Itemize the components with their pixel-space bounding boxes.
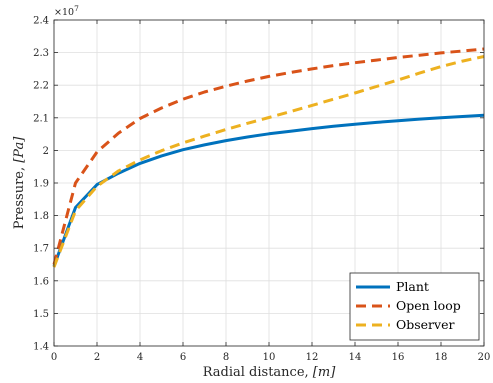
y-tick-label: 2.1 [33,113,49,124]
x-tick-label: 4 [137,352,143,363]
y-tick-label: 2.2 [33,81,49,92]
x-tick-label: 10 [263,352,276,363]
y-tick-label: 1.7 [33,244,49,255]
y-tick-label: 1.9 [33,179,49,190]
y-tick-label: 2.4 [33,16,49,27]
x-tick-label: 18 [435,352,448,363]
x-tick-label: 2 [94,352,100,363]
y-tick-label: 2.3 [33,48,49,59]
legend-label-plant: Plant [396,279,429,294]
y-tick-label: 1.4 [33,342,49,353]
series-line-plant [52,113,485,267]
series-line-open-loop [52,47,485,265]
y-tick-label: 2 [43,146,49,157]
y-axis-title: Pressure, [Pa] [12,136,27,230]
x-tick-label: 20 [478,352,491,363]
legend-label-open-loop: Open loop [396,298,461,313]
x-tick-label: 0 [51,352,57,363]
legend-box [349,272,480,341]
legend-label-observer: Observer [396,317,454,332]
series-line-observer [52,55,485,268]
y-tick-label: 1.6 [33,276,49,287]
x-tick-label: 12 [306,352,319,363]
y-exponent: ×107 [54,4,79,18]
x-tick-label: 14 [349,352,362,363]
y-tick-label: 1.8 [33,211,49,222]
x-tick-label: 6 [180,352,186,363]
x-axis-title: Radial distance, [m] [203,365,336,380]
x-tick-label: 8 [223,352,229,363]
y-tick-label: 1.5 [33,309,49,320]
x-tick-labels: 0 2 4 6 8 10 12 14 16 18 20 [51,352,491,363]
x-tick-label: 16 [392,352,405,363]
ticks [53,19,485,347]
y-tick-labels: 1.4 1.5 1.6 1.7 1.8 1.9 2 2.1 2.2 2.3 2.4 [33,16,49,353]
legend: Plant Open loop Observer [349,272,480,341]
series-group [52,47,485,268]
